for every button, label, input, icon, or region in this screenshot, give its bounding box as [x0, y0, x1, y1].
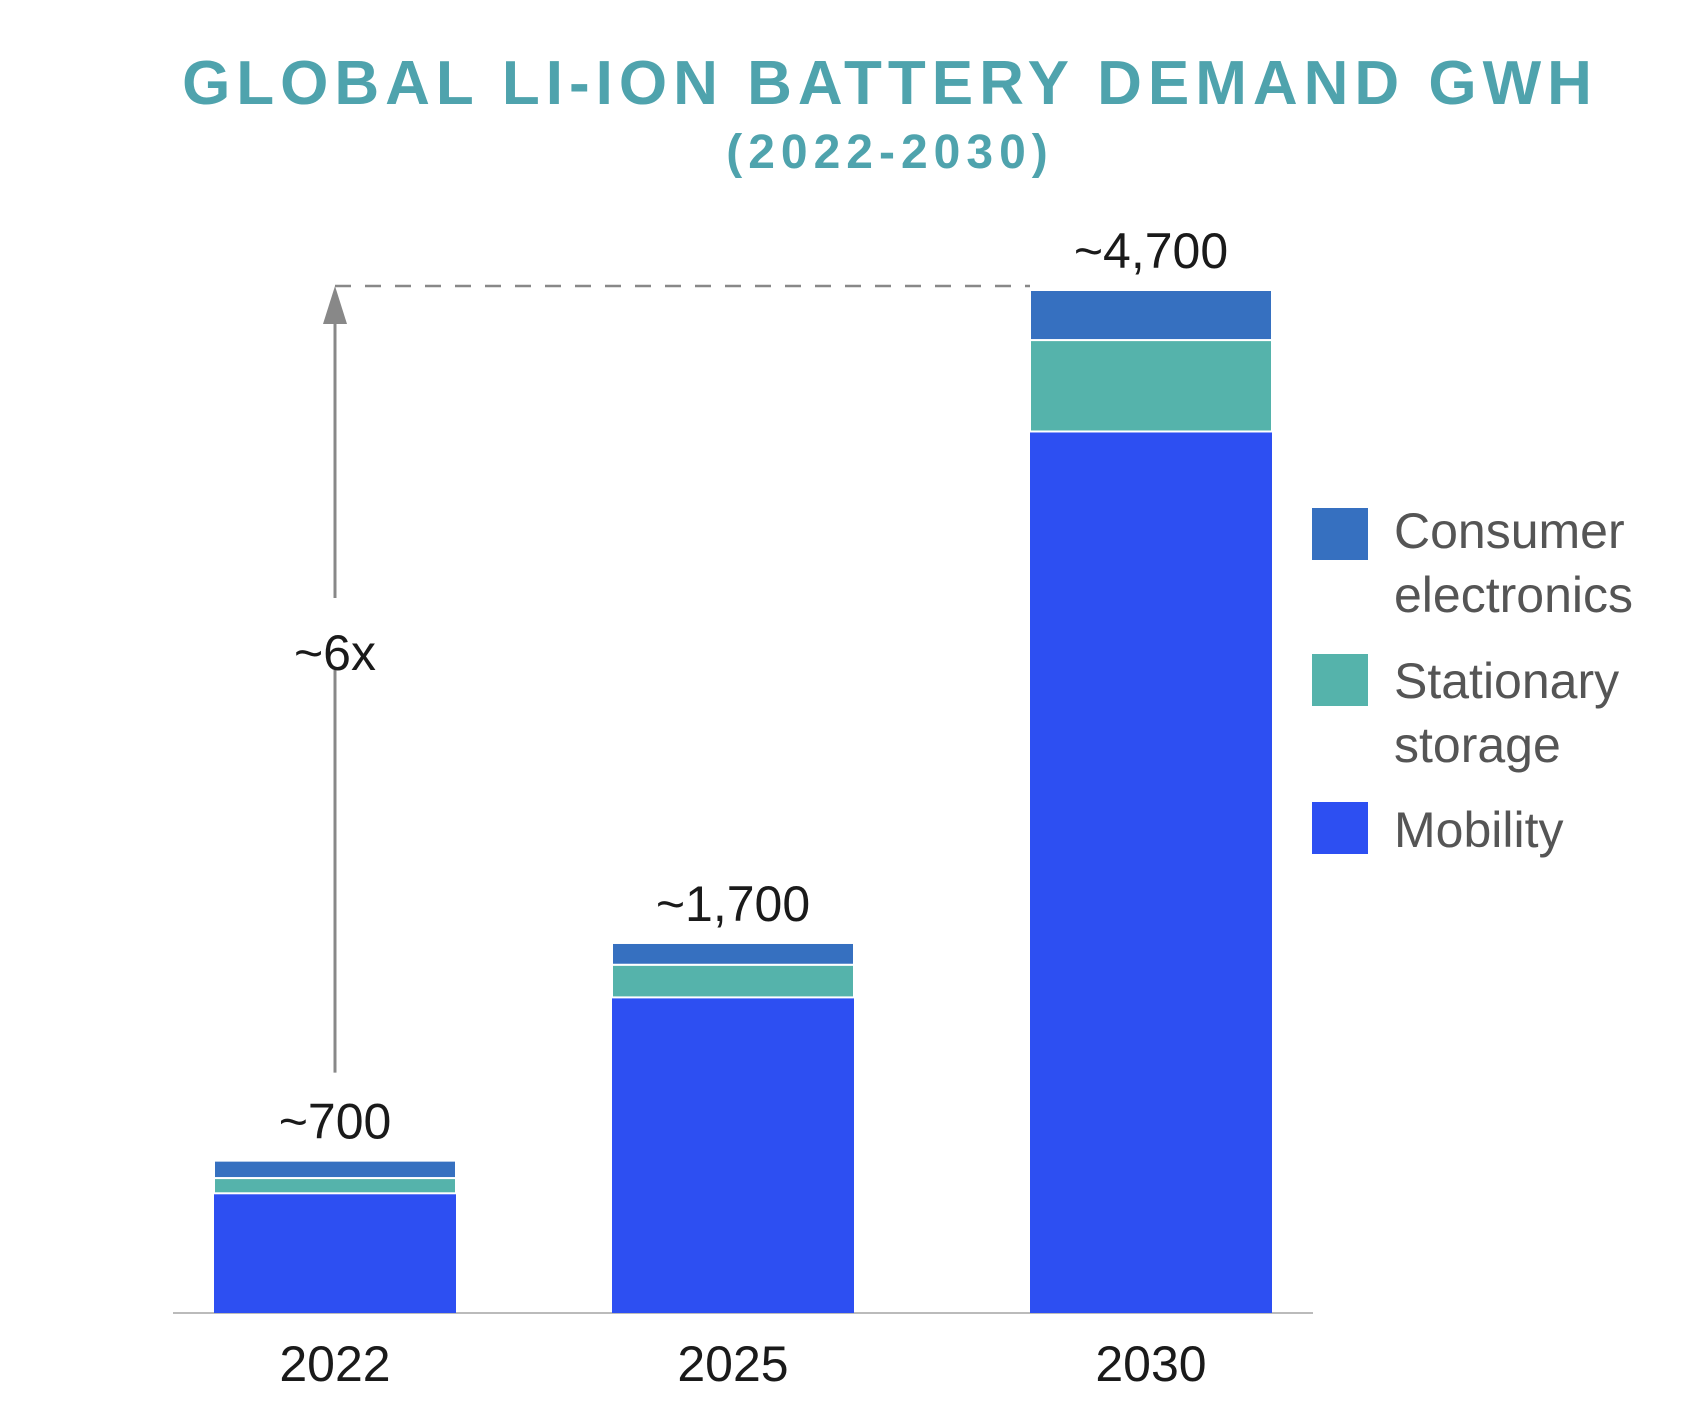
legend-item-mobility: Mobility: [1312, 802, 1563, 858]
chart-title: GLOBAL LI-ION BATTERY DEMAND GWH: [182, 49, 1598, 118]
x-tick-label-2022: 2022: [279, 1336, 390, 1392]
legend-label: storage: [1394, 717, 1561, 773]
total-label-2022: ~700: [279, 1094, 392, 1150]
legend-swatch: [1312, 508, 1368, 560]
legend-label: Mobility: [1394, 802, 1563, 858]
bar-stationary-storage-2022: [213, 1177, 457, 1195]
legend-item-consumer-electronics: Consumer electronics: [1312, 503, 1633, 623]
legend-label: Consumer: [1394, 503, 1625, 559]
bar-consumer-electronics-2025: [611, 941, 855, 966]
bar-mobility-2030: [1030, 431, 1272, 1313]
x-tick-label-2030: 2030: [1095, 1336, 1206, 1392]
legend-label: Stationary: [1394, 653, 1619, 709]
growth-annotation-label: ~6x: [294, 625, 376, 681]
legend-swatch: [1312, 654, 1368, 706]
chart-subtitle: (2022-2030): [726, 126, 1054, 179]
total-label-2030: ~4,700: [1074, 223, 1228, 279]
arrow-head-icon: [323, 286, 347, 324]
bar-consumer-electronics-2030: [1029, 289, 1273, 342]
x-tick-label-2025: 2025: [677, 1336, 788, 1392]
bars-layer: [173, 289, 1313, 1314]
legend: Consumer electronics Stationary storage Mobi…: [1312, 503, 1633, 858]
legend-swatch: [1312, 802, 1368, 854]
bar-stationary-storage-2025: [611, 963, 855, 999]
annotation-layer: ~6x: [294, 284, 1030, 1073]
bar-consumer-electronics-2022: [213, 1159, 457, 1180]
labels-layer: 2022 ~700 2025 ~1,700 2030 ~4,700: [279, 223, 1228, 1392]
bar-stationary-storage-2030: [1029, 339, 1273, 433]
bar-mobility-2022: [214, 1193, 456, 1313]
legend-item-stationary-storage: Stationary storage: [1312, 653, 1619, 773]
legend-label: electronics: [1394, 567, 1633, 623]
total-label-2025: ~1,700: [656, 876, 810, 932]
bar-mobility-2025: [612, 997, 854, 1313]
